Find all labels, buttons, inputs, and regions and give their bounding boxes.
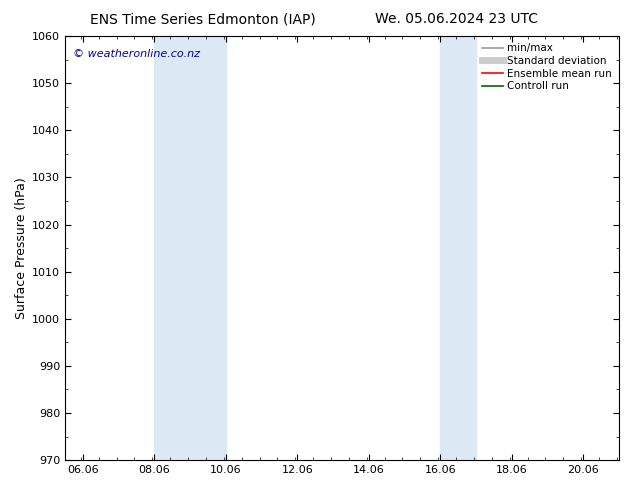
Text: ENS Time Series Edmonton (IAP): ENS Time Series Edmonton (IAP) <box>90 12 316 26</box>
Bar <box>441 36 476 460</box>
Text: We. 05.06.2024 23 UTC: We. 05.06.2024 23 UTC <box>375 12 538 26</box>
Legend: min/max, Standard deviation, Ensemble mean run, Controll run: min/max, Standard deviation, Ensemble me… <box>480 41 614 93</box>
Text: © weatheronline.co.nz: © weatheronline.co.nz <box>74 49 200 59</box>
Y-axis label: Surface Pressure (hPa): Surface Pressure (hPa) <box>15 177 28 319</box>
Bar <box>155 36 226 460</box>
